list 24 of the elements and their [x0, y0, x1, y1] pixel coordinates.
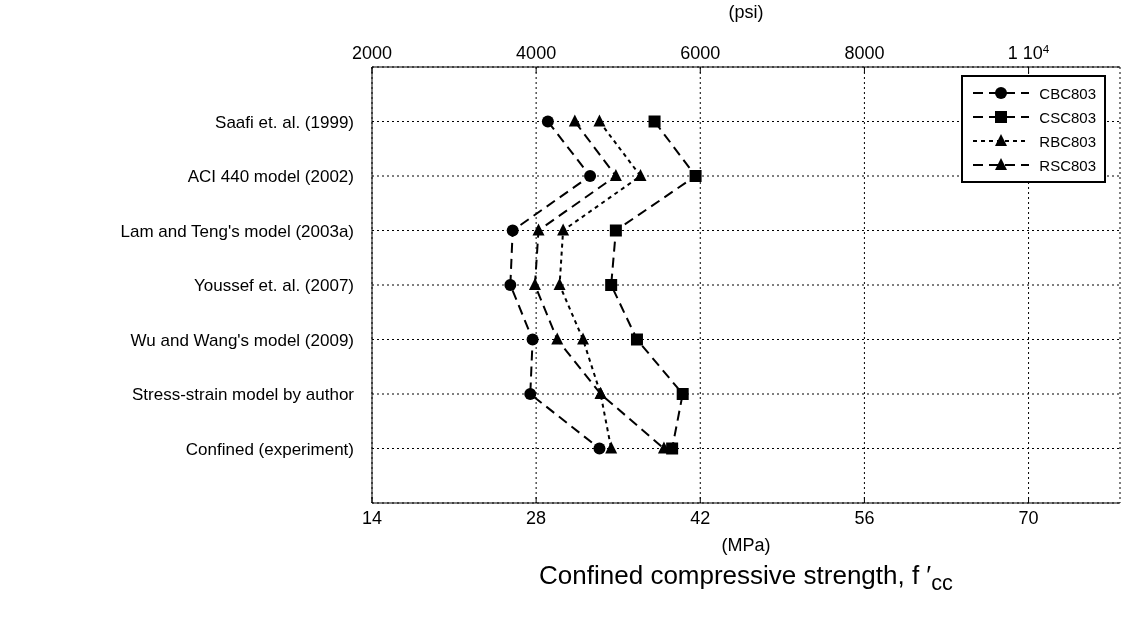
legend-label: CBC803 — [1039, 84, 1096, 102]
x2-tick-label: 2000 — [351, 43, 393, 63]
x2-tick-label: 8000 — [844, 43, 885, 63]
y-tick-label: Saafi et. al. (1999) — [215, 112, 354, 132]
y-tick-label: Lam and Teng's model (2003a) — [120, 221, 354, 241]
legend-label: RBC803 — [1039, 132, 1096, 150]
x2-tick-label: 4000 — [516, 43, 557, 63]
x2-tick-label: 1 10$^{4}$ — [1007, 41, 1050, 63]
text: (MPa) — [720, 535, 772, 556]
y-tick-label: Confined (experiment) — [185, 439, 354, 459]
x-tick-label: 28 — [526, 507, 547, 528]
y-tick-label: Youssef et. al. (2007) — [193, 276, 354, 296]
y-tick-label: ACI 440 model (2002) — [187, 167, 354, 187]
y-tick-label: Stress-strain model by author — [131, 385, 355, 405]
legend-label: CSC803 — [1039, 108, 1096, 126]
x2-axis-title: (psi) — [727, 2, 765, 23]
x-tick-label: 70 — [1018, 507, 1039, 528]
x-tick-label: 14 — [361, 507, 383, 528]
legend-label: RSC803 — [1039, 156, 1096, 174]
x-axis-title: Confined compressive strength, f ′$_{cc}$ — [538, 560, 954, 597]
x-tick-label: 42 — [690, 507, 711, 528]
x2-tick-label: 6000 — [680, 43, 721, 63]
x-tick-label: 56 — [854, 507, 875, 528]
y-tick-label: Wu and Wang's model (2009) — [130, 330, 354, 350]
